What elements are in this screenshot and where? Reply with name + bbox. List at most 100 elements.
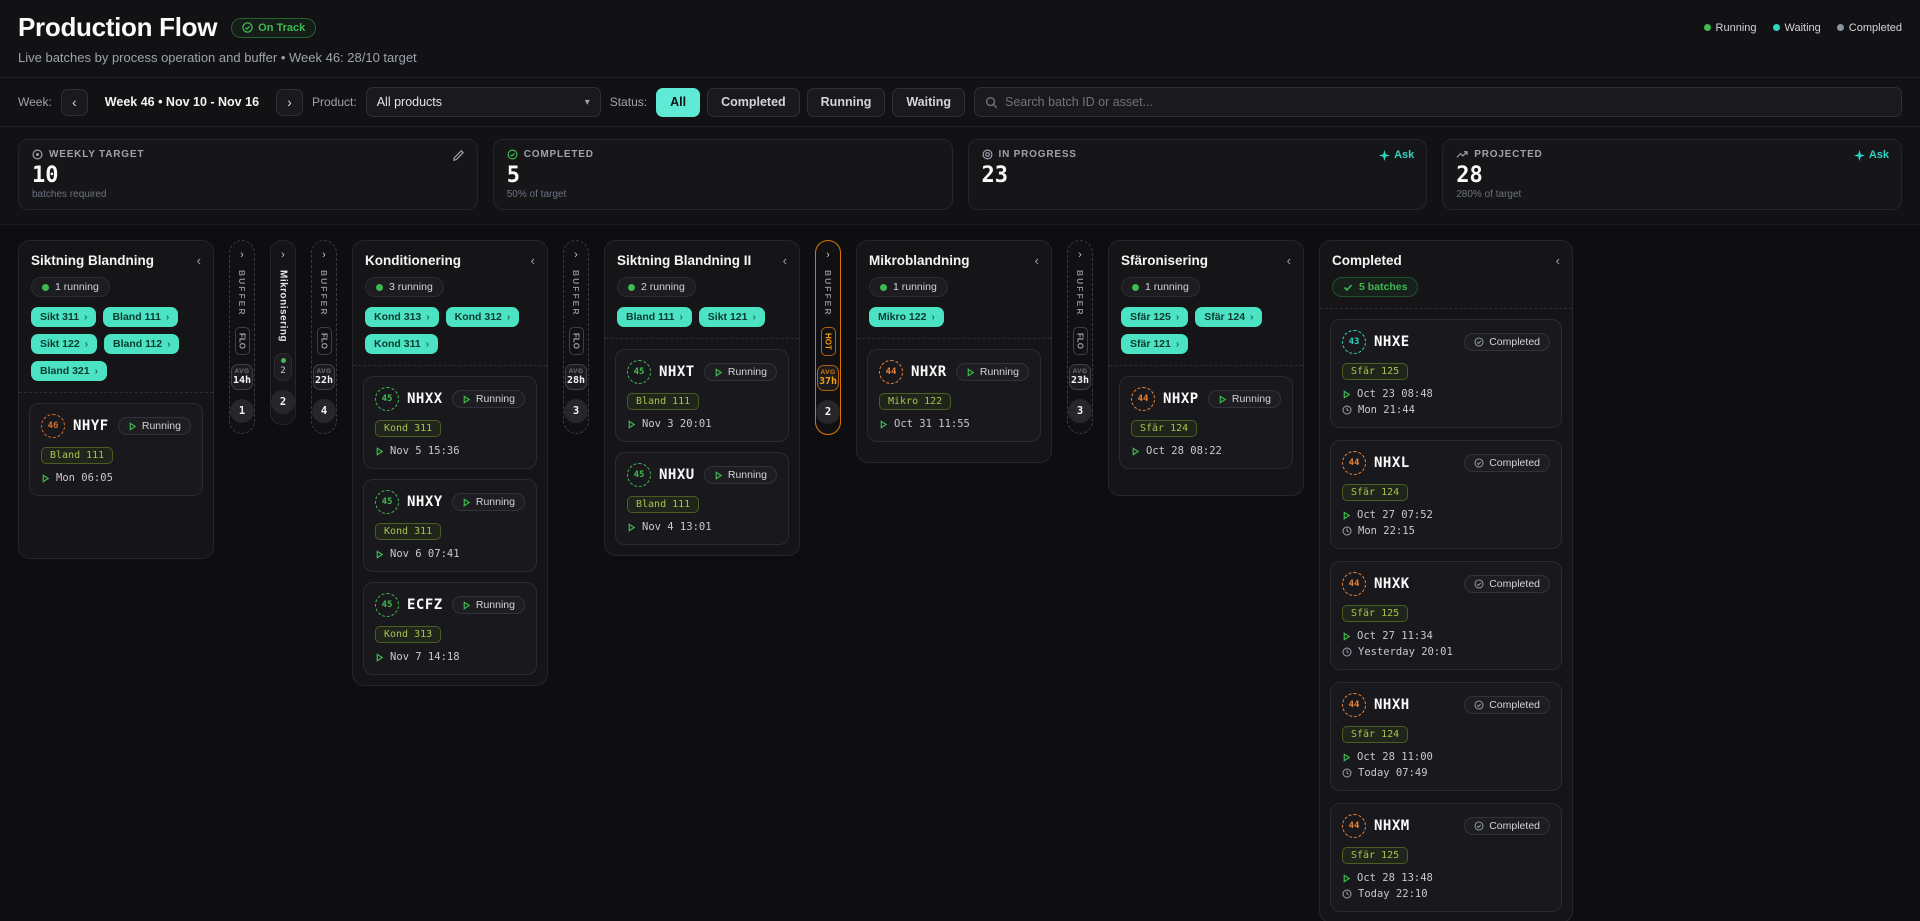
- search-input[interactable]: [1005, 95, 1891, 109]
- asset-chip[interactable]: Kond 313 ›: [365, 307, 439, 327]
- unit-badge: 45: [375, 593, 399, 617]
- play-icon: [1343, 873, 1351, 883]
- status-pill: Running: [117, 417, 191, 435]
- batch-card[interactable]: 44 NHXP Running Sfär 124 Oct 28 08:22: [1119, 376, 1293, 469]
- asset-chip[interactable]: Sfär 121 ›: [1121, 334, 1189, 354]
- batch-asset-tag: Bland 111: [41, 447, 114, 464]
- asset-chip[interactable]: Kond 312 ›: [445, 307, 520, 327]
- play-icon: [1343, 752, 1351, 762]
- batch-card[interactable]: 44 NHXL Completed Sfär 124 Oct 27 07:52 …: [1330, 440, 1562, 549]
- batch-code: ECFZ: [407, 597, 443, 613]
- status-pill: Completed: [1464, 817, 1550, 835]
- product-label: Product:: [312, 95, 357, 109]
- batch-card[interactable]: 45 NHXY Running Kond 311 Nov 6 07:41: [363, 479, 537, 572]
- status-pill: Completed: [1464, 696, 1550, 714]
- end-time: Today 07:49: [1342, 767, 1550, 779]
- avg-wait-badge: AVG 23h: [1069, 364, 1091, 391]
- chevron-right-icon: ›: [1175, 311, 1180, 323]
- expand-buffer-icon[interactable]: ›: [240, 249, 244, 261]
- asset-chip[interactable]: Mikro 122 ›: [869, 307, 944, 327]
- expand-buffer-icon[interactable]: ›: [322, 249, 326, 261]
- start-time: Oct 27 11:34: [1342, 630, 1550, 642]
- completed-dot-icon: [1836, 24, 1844, 31]
- play-icon: [967, 367, 975, 377]
- collapse-column-icon[interactable]: ‹: [1034, 253, 1039, 268]
- unit-badge: 45: [375, 490, 399, 514]
- chevron-right-icon: ›: [426, 311, 430, 323]
- completed-count-badge: 5 batches: [1332, 277, 1419, 297]
- column-title: Completed: [1332, 253, 1402, 268]
- batch-card[interactable]: 45 ECFZ Running Kond 313 Nov 7 14:18: [363, 582, 537, 675]
- asset-chip[interactable]: Sfär 124 ›: [1195, 307, 1263, 327]
- asset-chip[interactable]: Bland 321 ›: [31, 361, 107, 381]
- batch-asset-tag: Sfär 124: [1131, 420, 1198, 437]
- column-konditionering: Konditionering ‹ 3 running Kond 313 › Kon…: [352, 240, 548, 686]
- batch-card[interactable]: 44 NHXM Completed Sfär 125 Oct 28 13:48 …: [1330, 803, 1562, 912]
- batch-card[interactable]: 43 NHXE Completed Sfär 125 Oct 23 08:48 …: [1330, 319, 1562, 428]
- collapse-column-icon[interactable]: ‹: [196, 253, 201, 268]
- expand-column-icon[interactable]: ›: [281, 249, 285, 261]
- asset-chip[interactable]: Kond 311 ›: [365, 334, 439, 354]
- batch-card[interactable]: 46 NHYF Running Bland 111 Mon 06:05: [29, 403, 203, 496]
- batch-code: NHXL: [1374, 455, 1410, 471]
- asset-chip[interactable]: Sikt 122 ›: [31, 334, 98, 354]
- status-filter-running[interactable]: Running: [806, 87, 886, 117]
- batch-card[interactable]: 45 NHXU Running Bland 111 Nov 4 13:01: [615, 452, 789, 545]
- running-dot-icon: [1703, 24, 1711, 31]
- batch-card[interactable]: 44 NHXK Completed Sfär 125 Oct 27 11:34 …: [1330, 561, 1562, 670]
- asset-chip[interactable]: Bland 111 ›: [617, 307, 692, 327]
- asset-chip[interactable]: Sikt 311 ›: [31, 307, 97, 327]
- batch-card[interactable]: 44 NHXR Running Mikro 122 Oct 31 11:55: [867, 349, 1041, 442]
- expand-buffer-icon[interactable]: ›: [1078, 249, 1082, 261]
- pencil-icon: [452, 150, 464, 161]
- week-value: Week 46 • Nov 10 - Nov 16: [104, 95, 260, 109]
- stat-value: 5: [506, 163, 520, 188]
- edit-target-button[interactable]: [452, 149, 465, 162]
- start-time: Nov 5 15:36: [375, 445, 525, 457]
- play-icon: [376, 652, 384, 662]
- next-week-button[interactable]: ›: [276, 88, 304, 116]
- status-filter-waiting[interactable]: Waiting: [892, 87, 966, 117]
- status-filter-all[interactable]: All: [656, 87, 701, 117]
- batch-card[interactable]: 45 NHXT Running Bland 111 Nov 3 20:01: [615, 349, 789, 442]
- batch-code: NHXR: [911, 364, 947, 380]
- batch-card[interactable]: 45 NHXX Running Kond 311 Nov 5 15:36: [363, 376, 537, 469]
- expand-buffer-icon[interactable]: ›: [574, 249, 578, 261]
- play-icon: [1132, 446, 1140, 456]
- buffer-column-hot: › BUFFER HOT AVG 37h 2: [815, 240, 841, 436]
- running-dot-icon: [42, 283, 49, 291]
- buffer-label: BUFFER: [823, 270, 833, 317]
- start-time: Oct 31 11:55: [879, 418, 1029, 430]
- status-filter-completed[interactable]: Completed: [707, 87, 800, 117]
- ask-button[interactable]: Ask: [1379, 149, 1414, 161]
- buffer-count: 3: [1068, 399, 1092, 424]
- prev-week-button[interactable]: ‹: [60, 88, 88, 116]
- asset-chip[interactable]: Sikt 121 ›: [698, 307, 765, 327]
- start-time: Mon 06:05: [41, 472, 191, 484]
- collapse-column-icon[interactable]: ‹: [530, 253, 535, 268]
- search-icon: [985, 96, 998, 108]
- filter-bar: Week: ‹ Week 46 • Nov 10 - Nov 16 › Prod…: [0, 78, 1920, 127]
- avg-wait-badge: AVG 22h: [313, 364, 335, 391]
- ask-button[interactable]: Ask: [1853, 149, 1889, 161]
- column-siktning-blandning-ii: Siktning Blandning II ‹ 2 running Bland …: [604, 240, 800, 556]
- collapse-column-icon[interactable]: ‹: [1286, 253, 1291, 268]
- kanban-board: Siktning Blandning ‹ 1 running Sikt 311 ›…: [0, 225, 1920, 921]
- stat-subtext: [982, 189, 1414, 201]
- collapse-column-icon[interactable]: ‹: [782, 253, 787, 268]
- asset-chip[interactable]: Sfär 125 ›: [1121, 307, 1189, 327]
- chevron-right-icon: ›: [506, 311, 511, 323]
- stat-in-progress: IN PROGRESS 23 Ask: [967, 139, 1428, 210]
- check-circle-icon: [1474, 579, 1484, 589]
- asset-chip[interactable]: Bland 111 ›: [103, 307, 179, 327]
- asset-chip[interactable]: Bland 112 ›: [104, 334, 180, 354]
- column-mikronisering-collapsed[interactable]: › Mikronisering 2 2: [270, 240, 296, 426]
- batch-card[interactable]: 44 NHXH Completed Sfär 124 Oct 28 11:00 …: [1330, 682, 1562, 791]
- unit-badge: 45: [627, 360, 651, 384]
- unit-badge: 44: [1342, 814, 1366, 838]
- expand-buffer-icon[interactable]: ›: [826, 249, 830, 261]
- play-icon: [463, 600, 471, 610]
- collapse-column-icon[interactable]: ‹: [1555, 253, 1560, 268]
- product-select[interactable]: All products ▾: [365, 87, 601, 117]
- play-icon: [628, 419, 636, 429]
